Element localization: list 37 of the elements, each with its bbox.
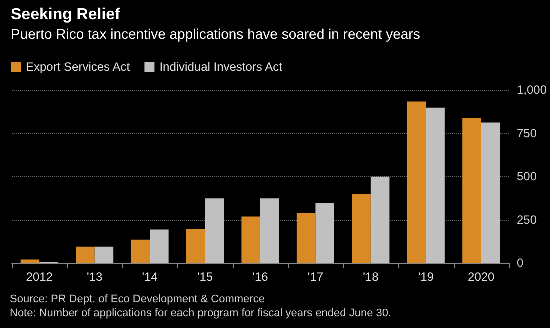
chart-subtitle: Puerto Rico tax incentive applications have soared in recent years bbox=[11, 26, 420, 42]
x-tick-label: '15 bbox=[197, 270, 214, 284]
x-tick-label: '19 bbox=[418, 270, 434, 284]
bar bbox=[131, 240, 150, 263]
bar bbox=[462, 118, 482, 263]
text: Note: Number of applications for each program for fiscal years ended June 30. bbox=[10, 308, 392, 320]
x-tick-label: '18 bbox=[363, 270, 380, 284]
bar bbox=[150, 230, 169, 263]
x-tick-label: 2020 bbox=[468, 270, 496, 284]
y-tick-label: 250 bbox=[516, 212, 538, 227]
chart-title: Seeking Relief bbox=[11, 6, 122, 24]
bar bbox=[20, 260, 40, 263]
bar bbox=[352, 194, 371, 263]
bar bbox=[296, 213, 316, 263]
y-tick-label: 1,000 bbox=[516, 83, 548, 97]
x-tick-label: 2012 bbox=[26, 270, 54, 284]
x-tick-label: '14 bbox=[142, 270, 158, 284]
legend-label: Export Services Act bbox=[26, 60, 131, 74]
bar bbox=[94, 246, 114, 263]
x-tick-label: '17 bbox=[308, 270, 324, 284]
y-tick-label: 750 bbox=[516, 126, 538, 140]
y-tick-label: 500 bbox=[516, 170, 538, 184]
x-tick-label: '16 bbox=[252, 270, 269, 284]
bar bbox=[426, 108, 445, 263]
bar bbox=[407, 102, 426, 263]
bar bbox=[481, 122, 500, 263]
bar bbox=[370, 176, 390, 263]
x-tick-label: '13 bbox=[87, 270, 103, 284]
source-note: Source: PR Dept. of Eco Development & Commerce bbox=[10, 294, 265, 306]
legend-label: Individual Investors Act bbox=[160, 60, 284, 74]
bar bbox=[316, 203, 334, 263]
bar bbox=[186, 229, 206, 263]
y-tick-label: 0 bbox=[516, 256, 524, 270]
bar bbox=[242, 216, 260, 263]
bar bbox=[76, 246, 95, 263]
bar bbox=[260, 198, 280, 263]
bar bbox=[205, 198, 224, 263]
